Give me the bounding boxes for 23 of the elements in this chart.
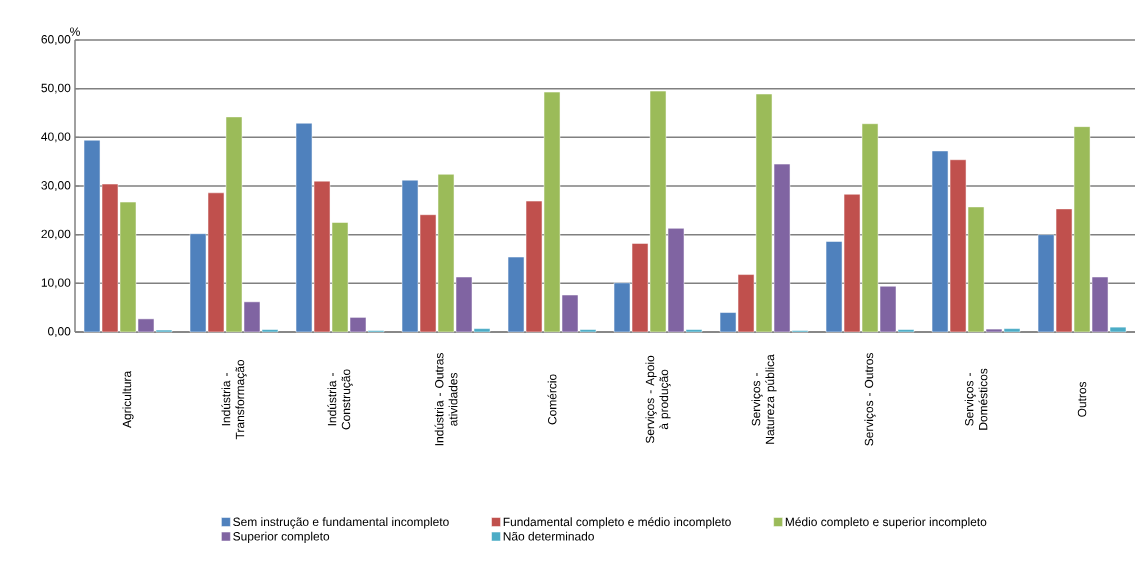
legend-label: Superior completo: [233, 531, 330, 543]
x-tick-label: Serviços - Outros: [864, 353, 876, 446]
x-tick-label: Serviços - Domésticos: [964, 368, 988, 430]
legend-label: Sem instrução e fundamental incompleto: [233, 517, 449, 529]
x-tick-label: Indústria - Construção: [327, 369, 353, 430]
y-tick-label: 10,00: [41, 278, 71, 289]
x-tick-label: Serviços - Natureza pública: [751, 354, 777, 444]
x-tick-label: Indústria - Transformação: [221, 359, 247, 440]
y-axis-title: %: [70, 27, 80, 36]
legend-label: Médio completo e superior incompleto: [785, 517, 987, 529]
x-tick-label: Comércio: [547, 374, 557, 425]
x-tick-label: Agricultura: [122, 370, 134, 428]
x-tick-label: Serviços - Apoio à produção: [645, 355, 671, 444]
y-tick-label: 20,00: [41, 229, 71, 240]
y-tick-label: 60,00: [41, 35, 71, 45]
y-tick-label: 40,00: [41, 132, 71, 143]
legend-label: Fundamental completo e médio incompleto: [503, 517, 731, 529]
y-tick-label: 50,00: [41, 83, 71, 94]
legend-label: Não determinado: [503, 531, 594, 541]
y-tick-label: 0,00: [48, 327, 71, 337]
x-tick-label: Indústria - Outras atividades: [434, 353, 458, 446]
x-tick-label: Outros: [1077, 381, 1087, 417]
y-tick-label: 30,00: [41, 181, 71, 191]
